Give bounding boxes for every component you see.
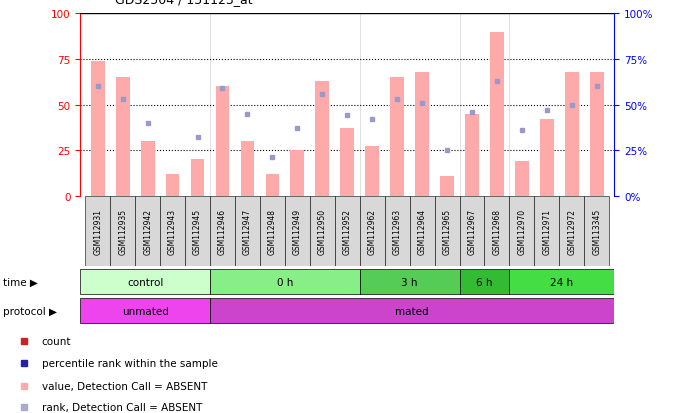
Text: GSM112967: GSM112967 [468,208,477,254]
Bar [465,114,479,196]
Bar [415,73,429,196]
Bar [510,196,535,266]
Text: GSM112965: GSM112965 [443,208,452,254]
Text: GSM112962: GSM112962 [368,208,377,254]
Bar [535,196,559,266]
Bar [310,196,335,266]
Bar [484,196,510,266]
Text: 3 h: 3 h [401,277,418,287]
Bar [459,196,484,266]
Bar [590,73,604,196]
Text: GSM112963: GSM112963 [393,208,401,254]
Text: GSM113345: GSM113345 [593,208,601,254]
Bar [385,196,410,266]
Text: GSM112970: GSM112970 [517,208,526,254]
Bar [110,196,135,266]
Bar [165,174,179,196]
Bar [565,73,579,196]
Bar [235,196,260,266]
Bar [359,270,459,294]
Text: rank, Detection Call = ABSENT: rank, Detection Call = ABSENT [42,402,202,412]
Bar [116,78,130,196]
Bar [440,176,454,196]
Bar [335,196,359,266]
Bar [390,78,404,196]
Bar [584,196,609,266]
Bar [265,174,279,196]
Bar [540,120,554,196]
Bar [290,151,304,196]
Text: percentile rank within the sample: percentile rank within the sample [42,358,217,368]
Text: unmated: unmated [121,306,169,316]
Text: GSM112946: GSM112946 [218,208,227,254]
Bar [135,196,160,266]
Bar [435,196,459,266]
Bar [459,270,510,294]
Bar [490,33,504,196]
Bar [559,196,584,266]
Bar [185,196,210,266]
Text: protocol ▶: protocol ▶ [3,306,57,316]
Bar [80,299,210,323]
Text: GSM112947: GSM112947 [243,208,252,254]
Bar [85,196,110,266]
Bar [141,142,154,196]
Text: value, Detection Call = ABSENT: value, Detection Call = ABSENT [42,381,207,391]
Text: GSM112942: GSM112942 [143,208,152,254]
Text: GSM112968: GSM112968 [493,208,501,254]
Bar [216,87,230,196]
Text: GSM112948: GSM112948 [268,208,277,254]
Bar [515,161,529,196]
Bar [210,196,235,266]
Text: 0 h: 0 h [276,277,293,287]
Text: mated: mated [395,306,429,316]
Text: GSM112931: GSM112931 [94,208,102,254]
Text: 24 h: 24 h [550,277,573,287]
Text: GSM112945: GSM112945 [193,208,202,254]
Text: GSM112949: GSM112949 [293,208,302,254]
Bar [365,147,379,196]
Text: GSM112935: GSM112935 [118,208,127,254]
Bar [91,62,105,196]
Bar [191,160,205,196]
Text: time ▶: time ▶ [3,277,38,287]
Bar [341,129,354,196]
Text: GSM112952: GSM112952 [343,208,352,254]
Bar [210,270,359,294]
Bar [260,196,285,266]
Bar [359,196,385,266]
Bar [160,196,185,266]
Text: GSM112971: GSM112971 [542,208,551,254]
Text: 6 h: 6 h [476,277,493,287]
Bar [241,142,254,196]
Bar [510,270,614,294]
Text: GSM112950: GSM112950 [318,208,327,254]
Text: control: control [127,277,163,287]
Text: GSM112964: GSM112964 [417,208,426,254]
Text: GSM112943: GSM112943 [168,208,177,254]
Text: GDS2504 / 151123_at: GDS2504 / 151123_at [115,0,253,6]
Text: GSM112972: GSM112972 [567,208,577,254]
Bar [285,196,310,266]
Bar [315,82,329,196]
Bar [410,196,435,266]
Bar [80,270,210,294]
Text: count: count [42,336,71,346]
Bar [210,299,614,323]
